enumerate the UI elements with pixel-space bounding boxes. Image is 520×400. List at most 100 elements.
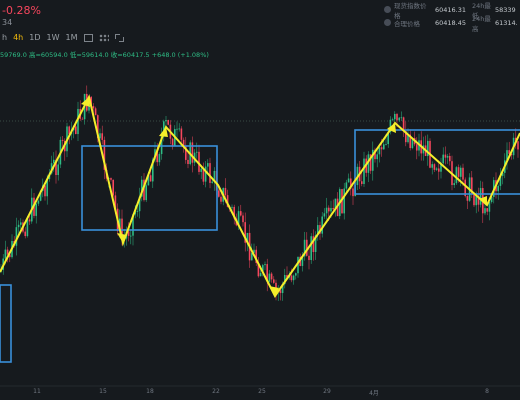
fullscreen-icon[interactable] [114,33,124,42]
candle-body [499,175,502,186]
candle-body [334,198,337,210]
candle-body [328,207,330,212]
candle-body [345,182,348,189]
candle-body [292,275,295,281]
candle-body [246,232,249,243]
indicator-settings-icon[interactable] [83,33,93,42]
candle-body [475,195,477,206]
timeframe-1d[interactable]: 1D [29,33,41,42]
candle-body [471,177,473,194]
candle-body [479,188,482,205]
candle-body [314,235,317,253]
candle-body [81,118,84,120]
candle-body [323,213,326,217]
timeframe-1w[interactable]: 1W [46,33,60,42]
stat-value-2: 61314. [495,18,518,27]
x-axis-label: 4月 [369,390,379,397]
candle-body [75,126,77,135]
candle-body [9,254,11,258]
candle-body [224,187,227,196]
candle-body [46,179,48,197]
candle-body [409,134,411,149]
candle-body [270,273,273,280]
x-axis-label: 15 [99,388,107,395]
candle-body [220,196,222,202]
candle-body [266,264,268,282]
candle-body [17,224,20,228]
candle-body [182,139,185,147]
candle-body [6,249,9,255]
candle-body [132,214,134,236]
arrowhead [81,97,90,107]
x-axis-label: 29 [323,388,331,395]
candle-body [515,137,517,142]
ticker-subvalue: 34 [2,18,13,27]
candle-body [396,113,398,121]
candle-body [61,139,64,141]
candle-body [438,168,440,172]
price-change-percent: -0.28% [2,4,41,17]
candle-body [433,164,436,170]
candle-body [20,222,22,225]
candle-body [99,133,101,139]
candle-body [464,179,466,197]
candle-body [200,168,202,172]
candle-body [26,219,29,237]
candle-body [147,175,150,186]
info-icon[interactable] [384,6,391,13]
candle-body [453,183,455,186]
timeframe-4h[interactable]: 4h [13,33,24,42]
candle-body [35,203,37,216]
candle-body [231,206,233,208]
candle-body [312,236,315,253]
candle-body [488,201,491,212]
timeframe-toolbar: h 4h 1D 1W 1M [2,33,124,42]
candle-body [167,120,169,125]
candle-body [130,235,132,237]
candle-body [211,181,213,183]
stat-label-2: 24h最高 [472,14,491,33]
candle-body [330,207,332,212]
candle-body [57,164,59,176]
candle-body [394,113,396,120]
candle-body [191,142,194,163]
candle-body [378,147,381,155]
candle-body [92,106,95,109]
info-icon[interactable] [384,19,391,26]
candle-body [361,181,363,184]
timeframe-1m[interactable]: 1M [65,33,78,42]
candle-body [446,155,449,158]
market-stats: 现货指数价格 60416.31 24h最低 58339 合理价格 60418.4… [384,2,520,33]
candle-body [149,175,152,182]
grid-layout-icon[interactable] [98,33,109,42]
candle-body [141,179,143,197]
candle-body [411,138,414,149]
candle-body [306,239,308,256]
candle-body [449,155,451,162]
candle-body [477,195,480,205]
arrowhead [479,196,487,205]
timeframe-h[interactable]: h [2,33,8,42]
candle-body [37,200,40,204]
candle-body [262,265,264,274]
candle-body [237,211,240,226]
candle-body [138,196,141,212]
candle-body [112,179,114,196]
candle-body [198,151,200,172]
candle-body [363,158,365,184]
candle-body [374,149,376,160]
candle-body [24,231,26,237]
candlestick-series [0,85,519,302]
stat-label: 合理价格 [394,19,420,28]
candle-body [209,163,211,183]
candle-body [233,206,235,219]
candle-body [376,154,378,160]
candle-body [369,154,372,171]
annotation-boxes [0,129,520,363]
candle-body [187,159,189,165]
candle-body [308,255,310,261]
candle-body [343,188,345,214]
candle-body [387,131,389,145]
x-axis-label: 22 [212,388,220,395]
